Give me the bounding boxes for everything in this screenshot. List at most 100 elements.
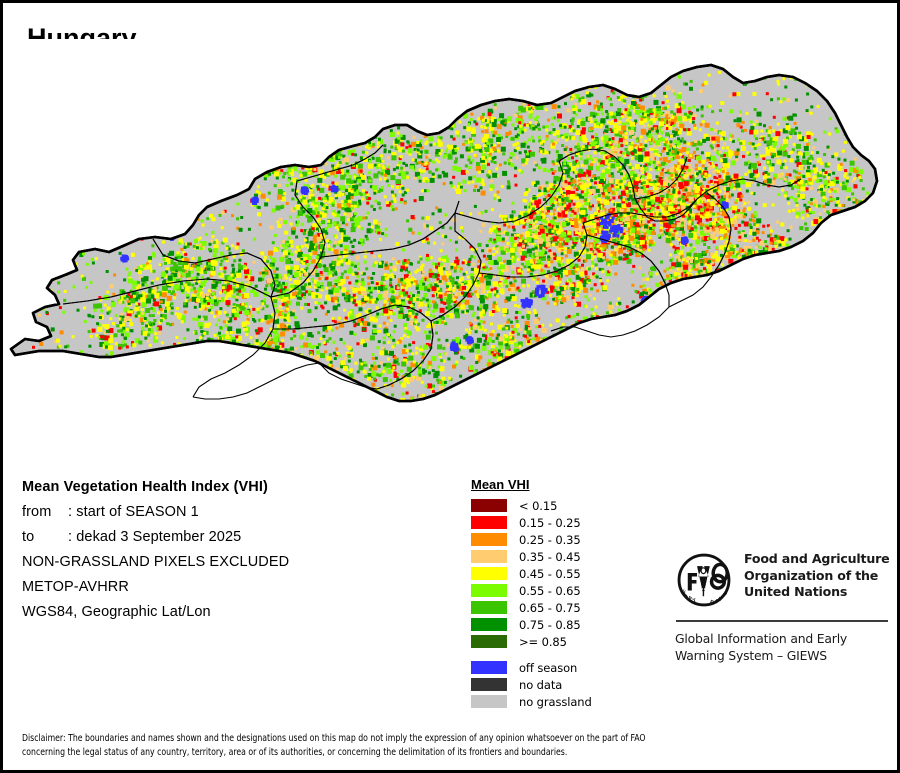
vhi-pixel [619,192,623,196]
vhi-pixel [257,161,261,165]
vhi-pixel [651,211,655,215]
vhi-pixel [475,145,479,149]
vhi-pixel [737,209,741,213]
map-canvas[interactable] [3,39,897,469]
vhi-pixel [461,277,464,281]
vhi-pixel [659,216,665,222]
vhi-pixel [401,193,405,197]
vhi-pixel [390,145,394,149]
vhi-pixel [590,287,594,291]
vhi-pixel [675,231,679,235]
vhi-pixel [401,288,405,292]
vhi-pixel [414,270,418,274]
vhi-pixel [283,301,289,307]
vhi-pixel [490,260,496,266]
vhi-pixel [514,135,518,139]
vhi-pixel [295,279,301,285]
vhi-pixel [493,307,497,311]
vhi-pixel [793,291,797,295]
vhi-pixel [492,303,498,309]
vhi-pixel [165,270,169,274]
vhi-pixel [215,238,219,242]
vhi-pixel [663,222,669,228]
vhi-pixel [306,285,310,288]
vhi-pixel [536,277,540,281]
vhi-pixel [214,323,218,327]
vhi-pixel [805,286,811,292]
vhi-pixel [180,289,184,293]
vhi-pixel [608,178,614,184]
vhi-pixel [554,277,558,280]
vhi-pixel [796,293,800,297]
vhi-pixel [419,268,423,271]
vhi-pixel [307,155,311,159]
vhi-pixel [265,284,269,288]
vhi-pixel [492,247,496,250]
vhi-pixel [284,313,290,319]
vhi-pixel [701,169,704,173]
vhi-pixel [464,164,468,168]
vhi-pixel [740,209,744,213]
vhi-pixel [346,169,350,173]
vhi-pixel [588,293,592,297]
vhi-pixel [654,152,658,156]
vhi-pixel [251,156,257,162]
vhi-pixel [419,299,423,303]
vhi-pixel [814,256,818,260]
vhi-pixel [281,243,285,247]
vhi-pixel [590,264,594,268]
vhi-pixel [706,206,710,210]
vhi-pixel [148,287,152,291]
vhi-pixel [579,271,585,277]
vhi-pixel [282,276,286,280]
vhi-pixel [796,275,799,279]
vhi-pixel [635,201,639,205]
vhi-pixel [667,148,671,152]
vhi-pixel [342,154,346,158]
vhi-pixel [263,342,269,348]
vhi-pixel [637,193,641,197]
vhi-pixel [581,195,585,199]
vhi-pixel [424,278,428,282]
vhi-pixel [663,197,667,201]
vhi-pixel [474,267,480,273]
vhi-pixel [547,118,551,122]
vhi-pixel [245,294,249,298]
vhi-pixel [310,270,316,276]
vhi-pixel [801,252,805,256]
vhi-pixel [285,202,289,205]
vhi-pixel [799,287,803,291]
vhi-pixel [487,274,492,280]
vhi-pixel [680,177,684,181]
vhi-pixel [166,295,172,301]
vhi-pixel [274,162,278,166]
vhi-pixel [409,320,415,326]
vhi-pixel [320,288,324,292]
vhi-pixel [669,167,675,173]
vhi-pixel [334,290,340,296]
vhi-pixel [389,278,393,281]
vhi-pixel [271,266,275,270]
vhi-pixel [509,287,515,292]
vhi-pixel [551,171,555,175]
vhi-pixel [513,244,517,248]
hungary-map-svg [9,63,879,403]
vhi-pixel [715,192,719,196]
vhi-pixel [370,251,374,255]
vhi-pixel [799,271,803,275]
vhi-pixel [283,296,289,302]
vhi-pixel [424,286,430,292]
vhi-pixel [428,272,434,278]
vhi-pixel [646,226,650,229]
vhi-pixel [747,240,751,243]
vhi-pixel [552,133,556,136]
vhi-pixel [259,305,263,309]
vhi-pixel [419,150,423,154]
vhi-pixel [523,265,527,269]
vhi-pixel [788,273,792,277]
vhi-pixel [767,267,771,271]
vhi-pixel [300,133,306,139]
vhi-pixel [664,216,670,222]
vhi-pixel [772,253,778,259]
vhi-pixel [505,222,509,226]
